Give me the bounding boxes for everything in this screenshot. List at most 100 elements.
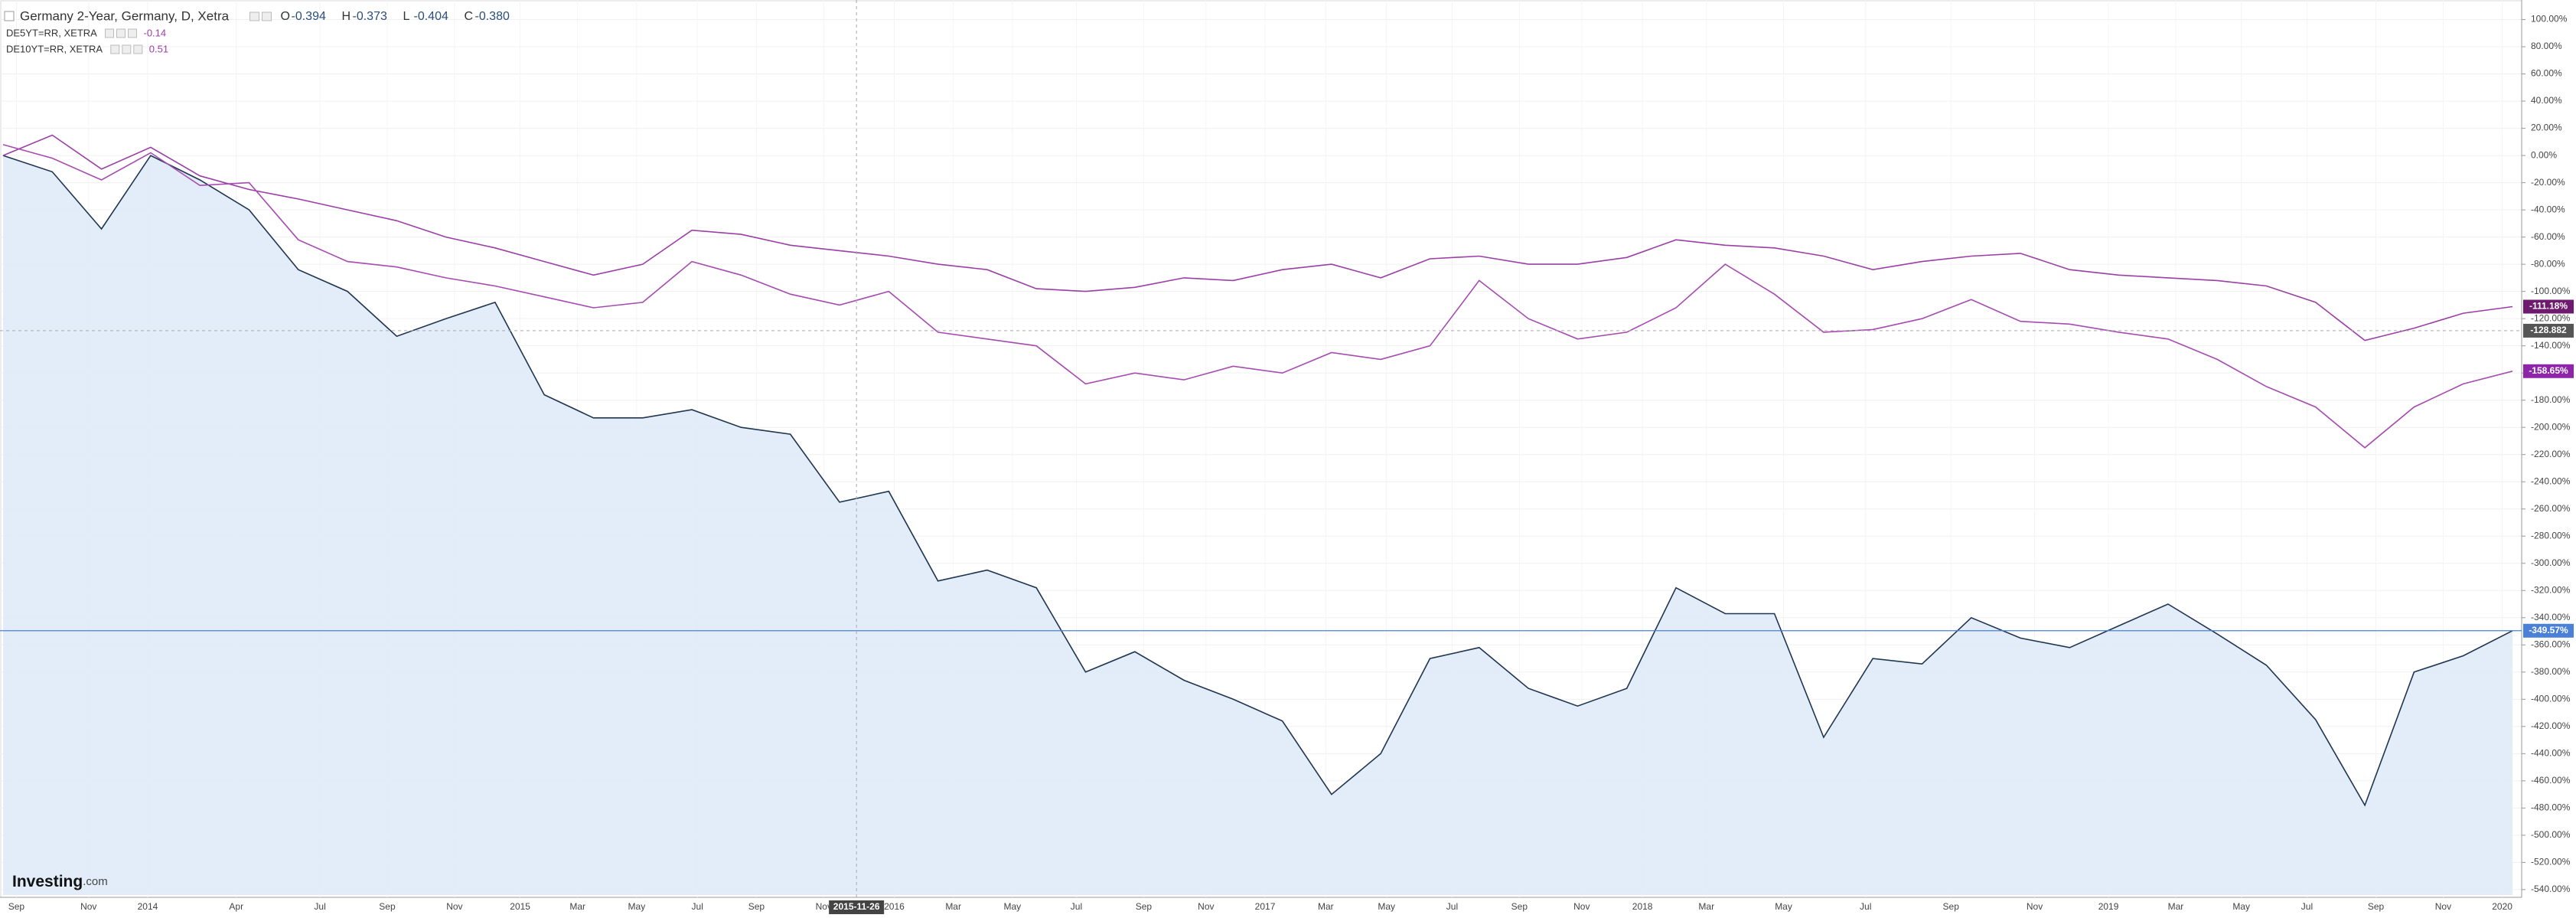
y-tick-label: -40.00% bbox=[2531, 204, 2565, 214]
x-tick-label: Nov bbox=[1198, 901, 1214, 912]
y-tick-label: -500.00% bbox=[2531, 829, 2571, 840]
y-tick-label: 20.00% bbox=[2531, 123, 2562, 133]
overlay-name: DE10YT=RR, XETRA bbox=[6, 43, 103, 54]
series-area bbox=[3, 155, 2512, 896]
last-value-label: -111.18% bbox=[2529, 301, 2568, 312]
last-value-box bbox=[2523, 364, 2574, 378]
crosshair-x-label: 2015-11-26 bbox=[833, 901, 880, 912]
logo: Investing.com bbox=[12, 873, 108, 890]
y-tick-label: -20.00% bbox=[2531, 177, 2565, 188]
x-tick-label: Nov bbox=[80, 901, 96, 912]
series-line bbox=[2, 134, 2513, 341]
y-tick-label: -140.00% bbox=[2531, 340, 2571, 351]
y-tick-label: -240.00% bbox=[2531, 475, 2571, 486]
series-line bbox=[2, 144, 2513, 449]
x-tick-label: Nov bbox=[1573, 901, 1590, 912]
overlay-icon bbox=[105, 28, 114, 38]
x-tick-label: 2019 bbox=[2098, 901, 2119, 912]
overlay-value: 0.51 bbox=[149, 43, 168, 54]
ohlc-name: C bbox=[465, 10, 474, 23]
y-tick-label: -320.00% bbox=[2531, 584, 2571, 595]
y-tick-label: -380.00% bbox=[2531, 666, 2571, 677]
ohlc-value: -0.394 bbox=[292, 10, 326, 23]
x-tick-label: Jul bbox=[692, 901, 703, 912]
chart-title: Germany 2-Year, Germany, D, Xetra bbox=[20, 8, 230, 23]
x-tick-label: Mar bbox=[1698, 901, 1714, 912]
y-tick-label: -60.00% bbox=[2531, 231, 2565, 242]
ohlc-name: O bbox=[281, 10, 290, 23]
collapse-icon bbox=[4, 11, 15, 21]
last-value-box bbox=[2523, 299, 2574, 314]
x-tick-label: Apr bbox=[229, 901, 243, 912]
x-tick-label: Sep bbox=[1511, 901, 1528, 912]
x-tick-label: Sep bbox=[1136, 901, 1153, 912]
overlay-value: -0.14 bbox=[144, 27, 167, 38]
logo-text: Investing bbox=[12, 873, 83, 890]
x-tick-label: Nov bbox=[2435, 901, 2451, 912]
x-tick-label: Nov bbox=[816, 901, 832, 912]
y-tick-label: 60.00% bbox=[2531, 68, 2562, 79]
y-tick-label: -540.00% bbox=[2531, 884, 2571, 894]
ohlc-value: -0.404 bbox=[414, 10, 448, 23]
y-tick-label: -200.00% bbox=[2531, 421, 2571, 432]
last-value-label: -158.65% bbox=[2529, 365, 2568, 376]
y-tick-label: 80.00% bbox=[2531, 41, 2562, 51]
series-line bbox=[2, 155, 2513, 807]
y-tick-label: -220.00% bbox=[2531, 449, 2571, 459]
x-tick-label: Sep bbox=[379, 901, 396, 912]
y-tick-label: -300.00% bbox=[2531, 557, 2571, 568]
x-tick-label: Jul bbox=[2301, 901, 2313, 912]
x-tick-label: May bbox=[628, 901, 646, 912]
x-tick-label: 2014 bbox=[138, 901, 158, 912]
overlay-icon bbox=[128, 28, 137, 38]
ohlc-name: L bbox=[403, 10, 410, 23]
crosshair-y-box bbox=[2523, 323, 2574, 338]
y-tick-label: -420.00% bbox=[2531, 720, 2571, 731]
y-tick-label: -120.00% bbox=[2531, 312, 2571, 323]
y-tick-label: -340.00% bbox=[2531, 612, 2571, 622]
y-tick-label: 100.00% bbox=[2531, 14, 2568, 25]
overlay-icon bbox=[110, 44, 120, 54]
x-tick-label: Jul bbox=[1860, 901, 1871, 912]
last-value-box bbox=[2523, 623, 2574, 638]
x-tick-label: Sep bbox=[1943, 901, 1960, 912]
x-tick-label: May bbox=[2232, 901, 2250, 912]
overlay-icon bbox=[133, 44, 143, 54]
x-tick-label: 2015 bbox=[510, 901, 530, 912]
overlay-icon bbox=[116, 28, 126, 38]
x-tick-label: Mar bbox=[945, 901, 961, 912]
y-tick-label: -100.00% bbox=[2531, 286, 2571, 296]
x-tick-label: 2017 bbox=[1255, 901, 1276, 912]
crosshair-y-label: -128.882 bbox=[2530, 325, 2567, 335]
y-tick-label: -520.00% bbox=[2531, 857, 2571, 867]
last-value-label: -349.57% bbox=[2529, 625, 2568, 635]
y-tick-label: -280.00% bbox=[2531, 530, 2571, 541]
y-tick-label: -460.00% bbox=[2531, 775, 2571, 786]
x-tick-label: Nov bbox=[446, 901, 462, 912]
x-tick-label: Sep bbox=[748, 901, 765, 912]
crosshair-x-box bbox=[829, 900, 885, 914]
ohlc-name: H bbox=[342, 10, 351, 23]
y-tick-label: -180.00% bbox=[2531, 394, 2571, 405]
logo-suffix: .com bbox=[83, 875, 108, 888]
x-tick-label: Mar bbox=[2168, 901, 2184, 912]
x-tick-label: Mar bbox=[1318, 901, 1334, 912]
overlay-icon bbox=[122, 44, 132, 54]
x-tick-label: May bbox=[1004, 901, 1022, 912]
y-tick-label: 40.00% bbox=[2531, 95, 2562, 106]
y-tick-label: -80.00% bbox=[2531, 258, 2565, 269]
x-tick-label: Sep bbox=[2368, 901, 2385, 912]
y-tick-label: 0.00% bbox=[2531, 149, 2557, 160]
x-tick-label: May bbox=[1775, 901, 1792, 912]
ohlc-value: -0.380 bbox=[475, 10, 510, 23]
x-tick-label: 2020 bbox=[2492, 901, 2512, 912]
y-tick-label: -260.00% bbox=[2531, 503, 2571, 514]
x-tick-label: 2018 bbox=[1632, 901, 1653, 912]
x-tick-label: Sep bbox=[8, 901, 25, 912]
overlay-name: DE5YT=RR, XETRA bbox=[6, 27, 97, 38]
x-tick-label: Jul bbox=[1446, 901, 1458, 912]
y-tick-label: -440.00% bbox=[2531, 748, 2571, 759]
x-tick-label: Mar bbox=[569, 901, 585, 912]
